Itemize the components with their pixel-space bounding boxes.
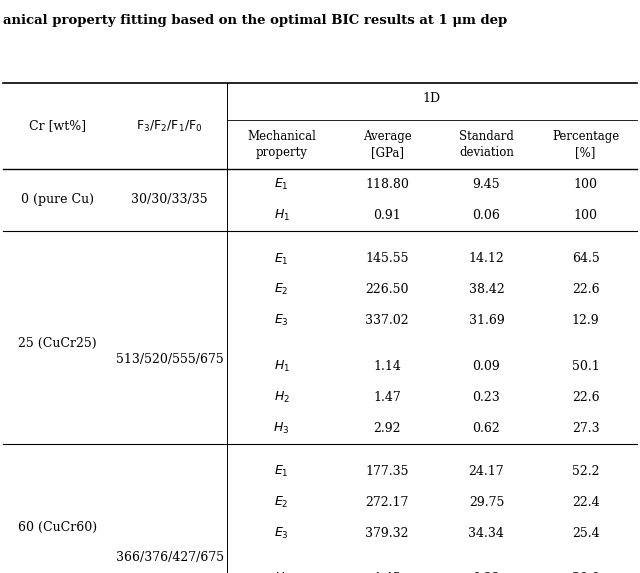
Text: 513/520/555/675: 513/520/555/675 [116,353,223,366]
Text: 25.4: 25.4 [572,527,600,540]
Text: 100: 100 [573,178,598,191]
Text: 0 (pure Cu): 0 (pure Cu) [21,194,94,206]
Text: 1.14: 1.14 [373,360,401,372]
Text: Cr [wt%]: Cr [wt%] [29,120,86,132]
Text: 272.17: 272.17 [365,496,409,509]
Text: Percentage
[%]: Percentage [%] [552,130,620,159]
Text: Standard
deviation: Standard deviation [459,130,514,159]
Text: 366/376/427/675: 366/376/427/675 [116,551,223,564]
Text: $\mathit{H}_{3}$: $\mathit{H}_{3}$ [273,421,290,435]
Text: anical property fitting based on the optimal BIC results at 1 μm dep: anical property fitting based on the opt… [3,14,508,28]
Text: 0.06: 0.06 [472,209,500,222]
Text: 145.55: 145.55 [365,253,409,265]
Text: 2.92: 2.92 [374,422,401,434]
Text: 9.45: 9.45 [472,178,500,191]
Text: 0.23: 0.23 [472,391,500,403]
Text: 25 (CuCr25): 25 (CuCr25) [19,337,97,350]
Text: 38.42: 38.42 [468,284,504,296]
Text: 52.2: 52.2 [572,465,599,478]
Text: 22.6: 22.6 [572,284,600,296]
Text: 118.80: 118.80 [365,178,409,191]
Text: 14.12: 14.12 [468,253,504,265]
Text: 31.69: 31.69 [468,315,504,327]
Text: 226.50: 226.50 [365,284,409,296]
Text: 1.45: 1.45 [373,572,401,573]
Text: $\mathit{H}_{2}$: $\mathit{H}_{2}$ [273,390,290,405]
Text: $\mathit{E}_{1}$: $\mathit{E}_{1}$ [275,464,289,479]
Text: 34.34: 34.34 [468,527,504,540]
Text: 30/30/33/35: 30/30/33/35 [131,194,208,206]
Text: 0.09: 0.09 [472,360,500,372]
Text: 29.75: 29.75 [468,496,504,509]
Text: 0.91: 0.91 [373,209,401,222]
Text: 1.47: 1.47 [373,391,401,403]
Text: 27.3: 27.3 [572,422,600,434]
Text: 12.9: 12.9 [572,315,600,327]
Text: $\mathrm{F_3/F_2/F_1/F_0}$: $\mathrm{F_3/F_2/F_1/F_0}$ [136,119,203,134]
Text: 64.5: 64.5 [572,253,600,265]
Text: $\mathit{E}_{3}$: $\mathit{E}_{3}$ [274,526,289,541]
Text: 50.1: 50.1 [572,360,600,372]
Text: $\mathit{E}_{2}$: $\mathit{E}_{2}$ [275,495,289,510]
Text: $\mathit{H}_{1}$: $\mathit{H}_{1}$ [273,208,290,223]
Text: Average
[GPa]: Average [GPa] [363,130,412,159]
Text: 177.35: 177.35 [365,465,409,478]
Text: 337.02: 337.02 [365,315,409,327]
Text: 60 (CuCr60): 60 (CuCr60) [18,521,97,533]
Text: 0.62: 0.62 [472,422,500,434]
Text: $\mathit{H}_{1}$: $\mathit{H}_{1}$ [273,359,290,374]
Text: 1D: 1D [423,92,441,105]
Text: 379.32: 379.32 [365,527,409,540]
Text: 22.6: 22.6 [572,391,600,403]
Text: $\mathit{H}_{1}$: $\mathit{H}_{1}$ [273,571,290,573]
Text: 100: 100 [573,209,598,222]
Text: 50.0: 50.0 [572,572,600,573]
Text: $\mathit{E}_{2}$: $\mathit{E}_{2}$ [275,282,289,297]
Text: 0.22: 0.22 [472,572,500,573]
Text: $\mathit{E}_{1}$: $\mathit{E}_{1}$ [275,252,289,266]
Text: $\mathit{E}_{1}$: $\mathit{E}_{1}$ [275,177,289,192]
Text: 24.17: 24.17 [468,465,504,478]
Text: Mechanical
property: Mechanical property [247,130,316,159]
Text: 22.4: 22.4 [572,496,600,509]
Text: $\mathit{E}_{3}$: $\mathit{E}_{3}$ [274,313,289,328]
